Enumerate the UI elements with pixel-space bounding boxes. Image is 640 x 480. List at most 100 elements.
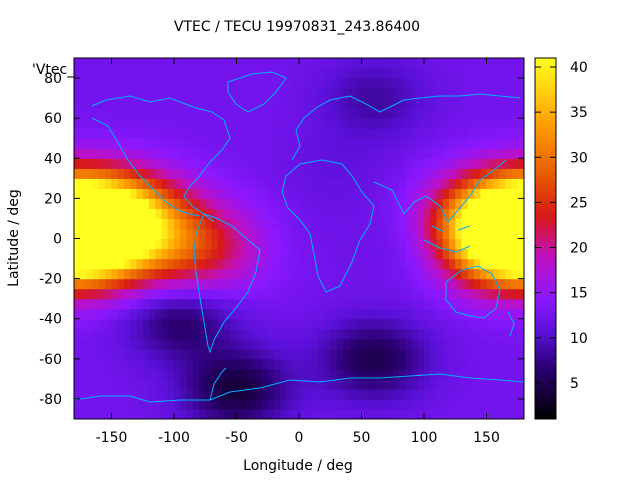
heatmap-cell <box>299 188 306 199</box>
heatmap-cell <box>180 138 188 149</box>
heatmap-cell <box>461 168 469 179</box>
heatmap-cell <box>242 228 250 240</box>
heatmap-cell <box>380 368 388 380</box>
heatmap-cell <box>324 238 331 250</box>
heatmap-cell <box>430 338 438 350</box>
heatmap-cell <box>149 258 156 270</box>
heatmap-cell <box>492 378 500 390</box>
heatmap-cell <box>92 218 100 230</box>
heatmap-cell <box>130 208 138 220</box>
heatmap-cell <box>380 98 388 109</box>
heatmap-cell <box>367 58 375 69</box>
heatmap-cell <box>230 228 238 240</box>
heatmap-cell <box>486 278 494 290</box>
heatmap-cell <box>124 288 131 300</box>
heatmap-cell <box>517 198 524 210</box>
heatmap-cell <box>255 308 263 320</box>
heatmap-cell <box>205 238 213 250</box>
heatmap-cell <box>392 398 400 410</box>
heatmap-cell <box>411 218 419 230</box>
heatmap-cell <box>136 98 144 109</box>
heatmap-cell <box>124 258 131 270</box>
heatmap-cell <box>342 278 350 290</box>
heatmap-cell <box>411 358 419 370</box>
heatmap-cell <box>230 308 238 320</box>
heatmap-cell <box>342 118 350 129</box>
heatmap-cell <box>211 138 219 149</box>
heatmap-cell <box>480 358 488 370</box>
heatmap-cell <box>161 278 169 290</box>
heatmap-cell <box>167 338 175 350</box>
heatmap-cell <box>411 258 419 270</box>
heatmap-cell <box>130 248 138 260</box>
heatmap-cell <box>505 98 513 109</box>
heatmap-cell <box>230 58 238 69</box>
heatmap-cell <box>342 288 350 300</box>
heatmap-cell <box>117 98 125 109</box>
heatmap-cell <box>442 58 450 69</box>
heatmap-cell <box>361 198 369 210</box>
heatmap-cell <box>299 358 306 370</box>
heatmap-cell <box>449 378 456 390</box>
heatmap-cell <box>280 148 288 159</box>
heatmap-cell <box>192 118 200 129</box>
heatmap-cell <box>186 388 194 400</box>
heatmap-cell <box>311 268 319 280</box>
heatmap-cell <box>486 348 494 360</box>
heatmap-cell <box>386 58 394 69</box>
heatmap-cell <box>242 248 250 260</box>
heatmap-cell <box>499 258 506 270</box>
heatmap-cell <box>436 118 444 129</box>
heatmap-cell <box>117 68 125 79</box>
heatmap-cell <box>474 318 481 330</box>
heatmap-cell <box>461 78 469 89</box>
heatmap-cell <box>186 158 194 169</box>
heatmap-cell <box>86 78 94 89</box>
heatmap-cell <box>292 298 300 310</box>
heatmap-cell <box>199 148 206 159</box>
heatmap-cell <box>374 218 381 230</box>
heatmap-cell <box>405 228 413 240</box>
heatmap-cell <box>230 268 238 280</box>
colorbar-tick-label: 15 <box>570 286 588 302</box>
heatmap-cell <box>74 218 81 230</box>
heatmap-cell <box>236 158 244 169</box>
heatmap-cell <box>505 298 513 310</box>
heatmap-cell <box>174 148 181 159</box>
heatmap-cell <box>205 268 213 280</box>
heatmap-cell <box>367 268 375 280</box>
heatmap-cell <box>386 248 394 260</box>
heatmap-cell <box>111 228 119 240</box>
heatmap-cell <box>317 168 325 179</box>
heatmap-cell <box>180 208 188 220</box>
heatmap-cell <box>442 238 450 250</box>
heatmap-cell <box>505 258 513 270</box>
heatmap-cell <box>99 348 106 360</box>
heatmap-cell <box>430 308 438 320</box>
heatmap-cell <box>367 388 375 400</box>
heatmap-cell <box>480 158 488 169</box>
heatmap-cell <box>492 408 500 419</box>
heatmap-cell <box>211 278 219 290</box>
heatmap-cell <box>80 188 88 199</box>
heatmap-cell <box>349 148 356 159</box>
coast-africa <box>281 159 375 293</box>
heatmap-cell <box>455 78 463 89</box>
heatmap-cell <box>436 128 444 139</box>
heatmap-cell <box>124 308 131 320</box>
heatmap-cell <box>455 408 463 419</box>
heatmap-cell <box>205 408 213 419</box>
heatmap-cell <box>155 308 163 320</box>
heatmap-cell <box>80 128 88 139</box>
heatmap-cell <box>436 78 444 89</box>
heatmap-cell <box>461 408 469 419</box>
heatmap-cell <box>317 408 325 419</box>
heatmap-cell <box>299 258 306 270</box>
heatmap-cell <box>236 308 244 320</box>
heatmap-cell <box>167 288 175 300</box>
heatmap-cell <box>380 78 388 89</box>
heatmap-cell <box>505 328 513 340</box>
heatmap-cell <box>124 218 131 230</box>
heatmap-cell <box>442 368 450 380</box>
heatmap-cell <box>517 108 524 119</box>
